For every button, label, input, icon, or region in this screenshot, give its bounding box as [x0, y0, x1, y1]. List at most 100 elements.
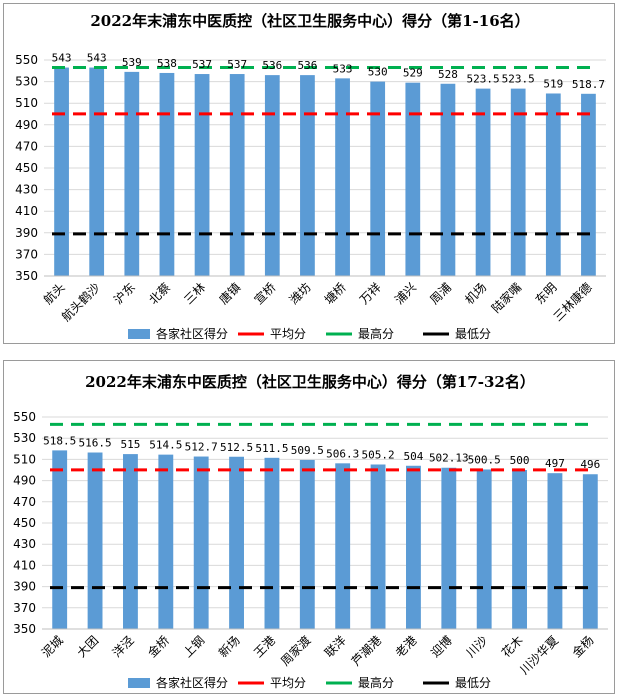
data-label: 528: [438, 68, 458, 81]
x-category-label: 周浦: [427, 280, 454, 307]
y-tick-label: 490: [13, 474, 36, 488]
x-category-label: 花木: [498, 633, 526, 661]
x-category-label: 王港: [251, 633, 278, 660]
bar: [229, 74, 245, 276]
legend-label: 平均分: [270, 327, 306, 341]
chart-panel-top: 2022年末浦东中医质控（社区卫生服务中心）得分（第1-16名） 350 370 39…: [3, 3, 615, 344]
y-tick-label: 550: [15, 53, 38, 67]
y-tick-label: 470: [15, 139, 38, 153]
x-category-label: 唐镇: [216, 280, 244, 308]
bar: [335, 463, 351, 629]
data-label: 536: [262, 59, 282, 72]
legend-label: 平均分: [270, 676, 306, 690]
bar: [52, 450, 68, 629]
y-tick-label: 350: [13, 622, 36, 636]
bar: [299, 459, 315, 629]
x-category-label: 浦兴: [392, 280, 419, 307]
data-label: 504: [404, 450, 424, 463]
chart-bottom-svg: 2022年末浦东中医质控（社区卫生服务中心）得分（第17-32名） 350 370 3…: [13, 373, 608, 690]
data-label: 500.5: [468, 453, 501, 466]
x-category-label: 沪东: [111, 280, 138, 307]
x-category-label: 机场: [462, 280, 489, 307]
y-tick-label: 430: [13, 537, 36, 551]
data-label: 543: [87, 52, 107, 65]
legend-label: 最低分: [455, 327, 491, 341]
bar: [441, 467, 457, 629]
x-category-label: 迎博: [427, 633, 455, 661]
y-tick-label: 510: [15, 96, 38, 110]
data-label: 519: [543, 77, 563, 90]
data-label: 537: [192, 58, 212, 71]
x-category-label: 洋泾: [109, 633, 137, 661]
bar: [300, 75, 315, 277]
x-category-label: 塘桥: [321, 280, 349, 308]
data-label: 539: [122, 56, 142, 69]
y-tick-label: 510: [13, 452, 36, 466]
bar: [510, 88, 526, 277]
bar: [370, 81, 386, 276]
bar: [124, 71, 140, 276]
data-label: 514.5: [149, 439, 182, 452]
data-label: 497: [545, 457, 565, 470]
x-category-label: 陆家嘴: [488, 280, 524, 316]
y-tick-label: 430: [15, 183, 38, 197]
y-tick-label: 490: [15, 118, 38, 132]
data-label: 523.5: [502, 73, 535, 86]
data-label: 530: [368, 66, 388, 79]
bar: [158, 454, 174, 629]
data-label: 537: [227, 58, 247, 71]
x-category-label: 金桥: [144, 633, 172, 661]
bar: [512, 470, 527, 629]
x-category-label: 北蔡: [146, 280, 173, 307]
x-category-label: 泥城: [39, 633, 66, 660]
bar: [264, 457, 280, 629]
legend-label: 最高分: [358, 326, 394, 341]
legend-label: 各家社区得分: [156, 326, 228, 341]
bar: [440, 83, 456, 276]
data-label: 516.5: [79, 437, 112, 450]
data-label: 536: [298, 59, 318, 72]
chart-top-svg: 2022年末浦东中医质控（社区卫生服务中心）得分（第1-16名） 350 370 39…: [15, 12, 606, 341]
data-label: 496: [580, 458, 600, 471]
bar: [89, 67, 105, 276]
data-label: 518.5: [43, 434, 76, 447]
data-label: 500: [510, 454, 530, 467]
chart-title: 2022年末浦东中医质控（社区卫生服务中心）得分（第1-16名）: [90, 12, 529, 30]
y-tick-label: 390: [13, 580, 36, 594]
x-category-label: 新场: [215, 633, 243, 661]
y-tick-label: 370: [15, 247, 38, 261]
data-label: 512.7: [185, 441, 218, 454]
y-tick-label: 550: [13, 410, 36, 424]
x-category-label: 三林康德: [550, 280, 595, 325]
bar: [54, 67, 69, 276]
bar: [547, 473, 563, 629]
chart-panel-bottom: 2022年末浦东中医质控（社区卫生服务中心）得分（第17-32名） 350 370 3…: [3, 360, 615, 694]
bar: [264, 75, 280, 277]
y-tick-label: 410: [13, 558, 36, 572]
x-category-label: 万祥: [357, 280, 384, 307]
x-category-label: 老港: [393, 633, 420, 660]
y-tick-label: 470: [13, 495, 36, 509]
bar: [545, 93, 561, 276]
x-category-label: 周家渡: [277, 633, 313, 669]
bar: [476, 469, 492, 629]
x-category-label: 大团: [74, 633, 101, 660]
x-category-label: 潍坊: [286, 280, 314, 308]
data-label: 543: [52, 52, 72, 65]
bar: [194, 74, 210, 276]
data-label: 523.5: [467, 73, 500, 86]
y-tick-label: 450: [15, 161, 38, 175]
chart-title: 2022年末浦东中医质控（社区卫生服务中心）得分（第17-32名）: [85, 373, 535, 391]
x-category-label: 芦潮港: [348, 633, 384, 669]
x-category-label: 联洋: [321, 633, 349, 661]
bar: [581, 93, 596, 276]
data-label: 515: [121, 438, 141, 451]
bar: [582, 474, 598, 629]
y-tick-label: 530: [15, 75, 38, 89]
x-category-label: 川沙华夏: [517, 633, 561, 677]
y-tick-label: 450: [13, 516, 36, 530]
x-category-label: 金杨: [569, 633, 597, 661]
data-label: 502.13: [429, 452, 469, 465]
data-label: 506.3: [326, 447, 359, 460]
bar: [405, 82, 421, 277]
